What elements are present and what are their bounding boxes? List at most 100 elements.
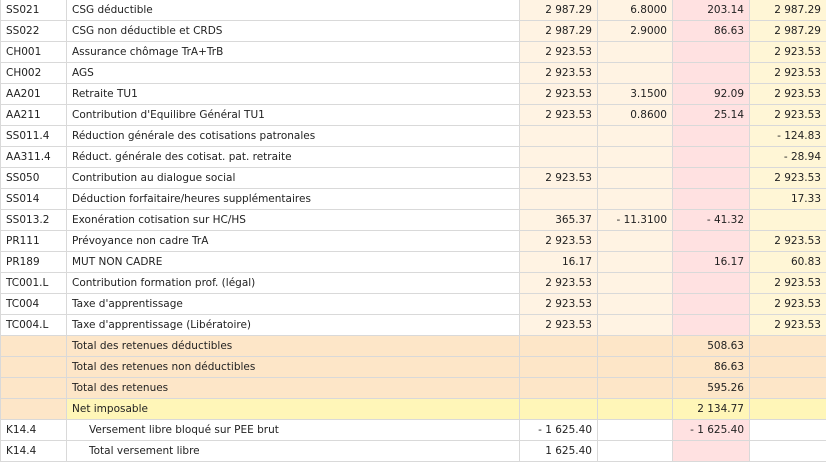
employee-amount: 92.09	[673, 84, 750, 105]
net-pat-empty	[750, 399, 826, 420]
rubric-code: AA201	[1, 84, 67, 105]
rubric-label: Taxe d'apprentissage	[67, 294, 520, 315]
total-label: Total des retenues non déductibles	[67, 357, 520, 378]
total-label: Total des retenues déductibles	[67, 336, 520, 357]
employee-amount	[673, 63, 750, 84]
base-amount: 2 923.53	[520, 63, 598, 84]
rate-value: 3.1500	[598, 84, 673, 105]
total-pat-empty	[750, 336, 826, 357]
employee-amount: 25.14	[673, 105, 750, 126]
base-amount	[520, 126, 598, 147]
rubric-code: SS022	[1, 21, 67, 42]
employee-amount: - 1 625.40	[673, 420, 750, 441]
total-label: Total des retenues	[67, 378, 520, 399]
rate-value	[598, 294, 673, 315]
base-amount	[520, 147, 598, 168]
base-amount: 2 987.29	[520, 21, 598, 42]
employer-amount: 2 987.29	[750, 21, 826, 42]
employer-amount: 2 923.53	[750, 168, 826, 189]
total-base-empty	[520, 357, 598, 378]
rate-value	[598, 441, 673, 462]
rubric-code: K14.4	[1, 420, 67, 441]
total-base-empty	[520, 336, 598, 357]
base-amount: 2 923.53	[520, 231, 598, 252]
rubric-label: Versement libre bloqué sur PEE brut	[67, 420, 520, 441]
rate-value	[598, 189, 673, 210]
rubric-label: CSG déductible	[67, 0, 520, 21]
rubric-code: CH002	[1, 63, 67, 84]
employer-amount: 2 923.53	[750, 42, 826, 63]
rubric-code: SS050	[1, 168, 67, 189]
rubric-label: AGS	[67, 63, 520, 84]
total-pat-empty	[750, 378, 826, 399]
employer-amount	[750, 441, 826, 462]
base-amount: - 1 625.40	[520, 420, 598, 441]
rubric-code: AA211	[1, 105, 67, 126]
employee-amount	[673, 168, 750, 189]
employer-amount: 2 923.53	[750, 294, 826, 315]
employer-amount	[750, 210, 826, 231]
net-rate-empty	[598, 399, 673, 420]
base-amount: 2 923.53	[520, 168, 598, 189]
employee-amount	[673, 441, 750, 462]
employee-amount	[673, 231, 750, 252]
employee-amount	[673, 294, 750, 315]
base-amount: 2 923.53	[520, 294, 598, 315]
employer-amount: - 124.83	[750, 126, 826, 147]
employer-amount	[750, 420, 826, 441]
rubric-code: PR111	[1, 231, 67, 252]
total-code-empty	[1, 336, 67, 357]
rate-value	[598, 42, 673, 63]
employee-amount: 203.14	[673, 0, 750, 21]
rubric-label: Prévoyance non cadre TrA	[67, 231, 520, 252]
total-rate-empty	[598, 378, 673, 399]
employer-amount: 2 923.53	[750, 84, 826, 105]
rubric-label: Contribution formation prof. (légal)	[67, 273, 520, 294]
total-amount: 86.63	[673, 357, 750, 378]
rubric-label: Déduction forfaitaire/heures supplémenta…	[67, 189, 520, 210]
net-base-empty	[520, 399, 598, 420]
rubric-code: SS011.4	[1, 126, 67, 147]
total-code-empty	[1, 378, 67, 399]
employer-amount: 2 923.53	[750, 315, 826, 336]
total-rate-empty	[598, 357, 673, 378]
base-amount: 1 625.40	[520, 441, 598, 462]
base-amount: 2 987.29	[520, 0, 598, 21]
rate-value	[598, 252, 673, 273]
rate-value	[598, 273, 673, 294]
total-pat-empty	[750, 357, 826, 378]
employer-amount: 2 923.53	[750, 105, 826, 126]
rate-value: 0.8600	[598, 105, 673, 126]
employer-amount: - 28.94	[750, 147, 826, 168]
rate-value	[598, 63, 673, 84]
rubric-code: PR189	[1, 252, 67, 273]
rate-value	[598, 231, 673, 252]
employer-amount: 2 923.53	[750, 231, 826, 252]
employer-amount: 17.33	[750, 189, 826, 210]
rubric-code: SS013.2	[1, 210, 67, 231]
rubric-code: SS014	[1, 189, 67, 210]
net-code-empty	[1, 399, 67, 420]
rubric-label: Assurance chômage TrA+TrB	[67, 42, 520, 63]
